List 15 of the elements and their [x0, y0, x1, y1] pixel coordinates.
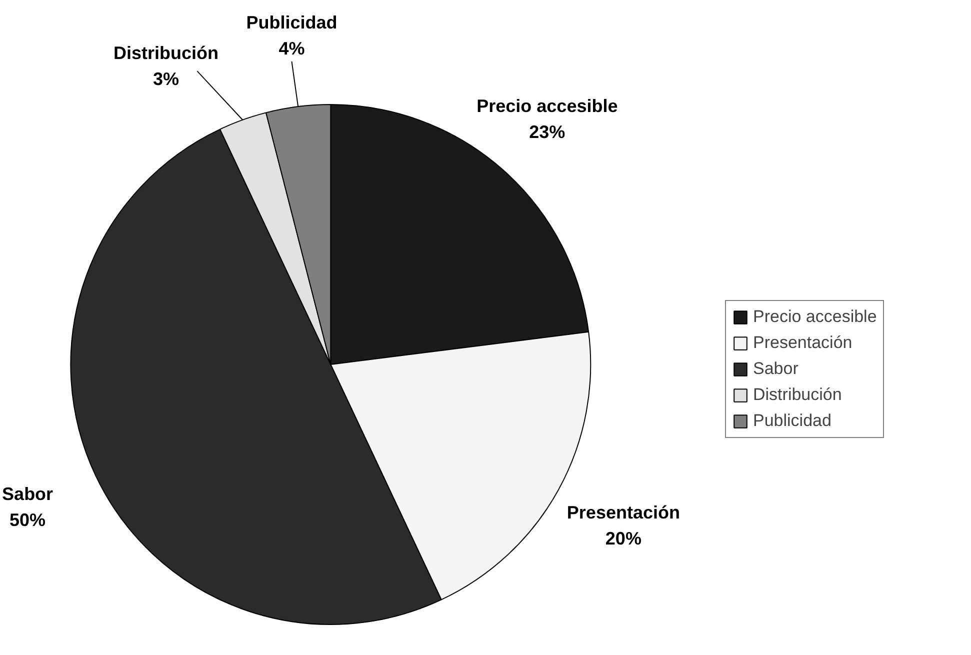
legend-label: Distribución: [753, 385, 842, 405]
data-label: 20%: [605, 528, 642, 548]
data-label: 50%: [10, 510, 46, 530]
legend-label: Publicidad: [753, 411, 832, 431]
slice-label: Presentación: [566, 502, 680, 522]
data-label: 23%: [529, 122, 566, 142]
slice-label: Distribución: [113, 42, 218, 63]
legend-label: Sabor: [753, 359, 798, 379]
data-label: 3%: [152, 68, 179, 89]
legend-label: Presentación: [753, 333, 852, 353]
data-label: 4%: [278, 38, 305, 58]
slice-label: Publicidad: [246, 12, 338, 32]
slice-label: Sabor: [2, 484, 54, 504]
legend-label: Precio accesible: [753, 307, 877, 327]
slice-label: Precio accesible: [476, 96, 618, 116]
